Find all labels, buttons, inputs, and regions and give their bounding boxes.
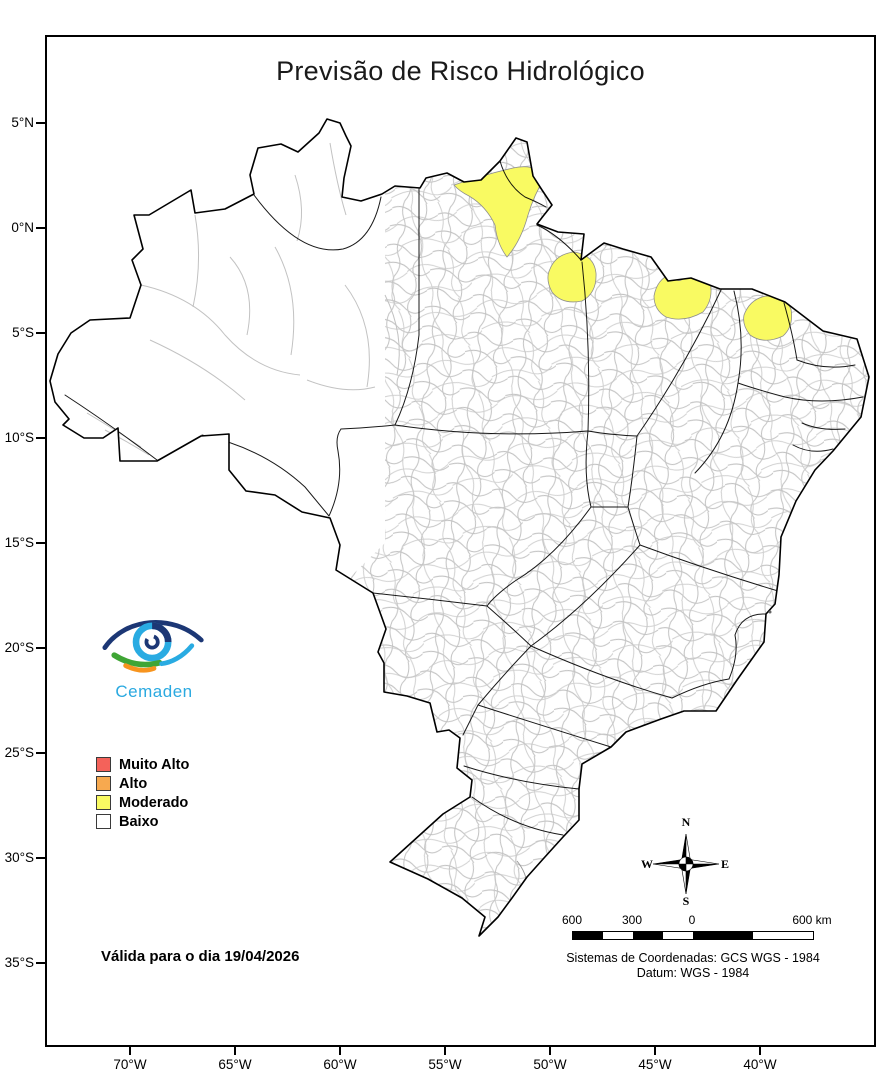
lon-tick — [654, 1047, 656, 1055]
compass-south-label: S — [683, 894, 690, 907]
lat-tick — [36, 542, 45, 544]
lon-tick — [129, 1047, 131, 1055]
brazil-map — [49, 118, 870, 937]
lon-label: 40°W — [743, 1057, 777, 1072]
cemaden-eye-icon — [102, 620, 204, 673]
legend-swatch-muito-alto — [96, 757, 111, 772]
legend-swatch-baixo — [96, 814, 111, 829]
lon-tick — [234, 1047, 236, 1055]
lat-tick — [36, 752, 45, 754]
lon-tick — [759, 1047, 761, 1055]
lat-label: 10°S — [4, 430, 34, 445]
lat-label: 5°S — [12, 325, 34, 340]
scale-label: 300 — [621, 913, 643, 927]
lat-tick — [36, 647, 45, 649]
lon-label: 70°W — [113, 1057, 147, 1072]
offshore-island-dot — [768, 610, 772, 614]
compass-rose: N S W E — [641, 815, 729, 907]
compass-west-label: W — [641, 857, 653, 871]
moderado-region-3 — [653, 273, 712, 320]
lat-label: 20°S — [4, 640, 34, 655]
compass-north-label: N — [682, 815, 691, 829]
lat-label: 35°S — [4, 955, 34, 970]
lat-tick — [36, 332, 45, 334]
legend-label: Muito Alto — [119, 756, 190, 773]
moderado-region-4 — [743, 295, 793, 341]
legend-item-muito-alto: Muito Alto — [96, 755, 189, 774]
legend-label: Baixo — [119, 813, 159, 830]
legend-swatch-moderado — [96, 795, 111, 810]
scale-segment — [693, 932, 753, 939]
scale-segment — [633, 932, 663, 939]
scale-label: 600 km — [792, 913, 832, 927]
cemaden-logo-text: Cemaden — [115, 682, 193, 701]
crs-info: Sistemas de Coordenadas: GCS WGS - 1984 … — [528, 951, 858, 981]
lon-label: 45°W — [638, 1057, 672, 1072]
scale-segment — [603, 932, 633, 939]
lon-tick — [444, 1047, 446, 1055]
lon-tick — [339, 1047, 341, 1055]
legend-item-baixo: Baixo — [96, 812, 189, 831]
scale-bar-segments — [572, 931, 814, 940]
validity-note: Válida para o dia 19/04/2026 — [101, 948, 300, 965]
lon-label: 65°W — [218, 1057, 252, 1072]
lat-label: 25°S — [4, 745, 34, 760]
page-title: Previsão de Risco Hidrológico — [276, 56, 645, 86]
scale-segment — [753, 932, 813, 939]
lat-tick — [36, 857, 45, 859]
state-boundaries — [64, 160, 864, 836]
lon-label: 60°W — [323, 1057, 357, 1072]
scale-segment — [573, 932, 603, 939]
lat-label: 5°N — [11, 115, 34, 130]
lon-label: 55°W — [428, 1057, 462, 1072]
lat-tick — [36, 122, 45, 124]
lat-label: 15°S — [4, 535, 34, 550]
brazil-outline — [49, 118, 870, 937]
crs-line-2: Datum: WGS - 1984 — [636, 966, 750, 980]
moderado-region-1 — [453, 166, 546, 258]
legend-item-alto: Alto — [96, 774, 189, 793]
scale-label: 600 — [561, 913, 583, 927]
lat-tick — [36, 437, 45, 439]
lat-label: 0°N — [11, 220, 34, 235]
legend-item-moderado: Moderado — [96, 793, 189, 812]
lon-tick — [549, 1047, 551, 1055]
lat-label: 30°S — [4, 850, 34, 865]
scale-segment — [663, 932, 693, 939]
legend-label: Alto — [119, 775, 148, 792]
moderado-regions — [453, 166, 793, 341]
legend-swatch-alto — [96, 776, 111, 791]
scale-bar: 600 300 0 600 km — [560, 913, 832, 949]
risk-legend: Muito Alto Alto Moderado Baixo — [96, 755, 189, 831]
compass-east-label: E — [721, 857, 729, 871]
lat-tick — [36, 227, 45, 229]
scale-label: 0 — [688, 913, 696, 927]
crs-line-1: Sistemas de Coordenadas: GCS WGS - 1984 — [566, 951, 820, 965]
cemaden-logo: Cemaden — [90, 606, 218, 702]
lon-label: 50°W — [533, 1057, 567, 1072]
lat-tick — [36, 962, 45, 964]
moderado-region-2 — [547, 251, 597, 303]
legend-label: Moderado — [119, 794, 189, 811]
